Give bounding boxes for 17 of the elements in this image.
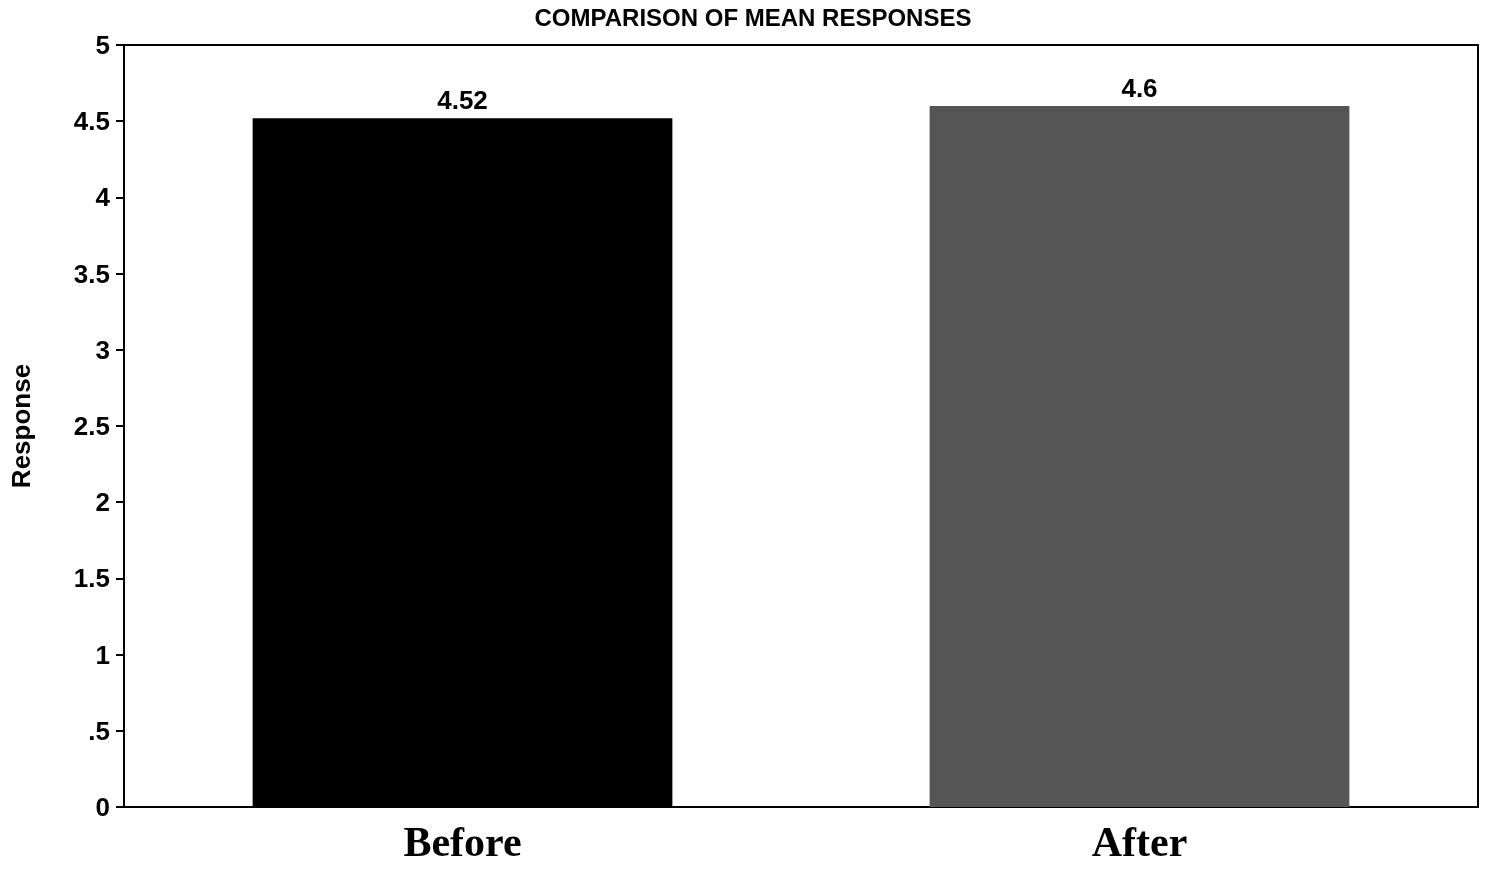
y-tick-label: 1.5	[73, 563, 110, 594]
data-label: 4.52	[437, 85, 488, 116]
y-tick-label: 4	[95, 182, 111, 213]
y-tick-label: 1	[95, 639, 110, 670]
y-tick-label: 2.5	[73, 411, 110, 441]
y-tick-label: 5	[95, 30, 110, 60]
y-tick-label: 0	[95, 792, 110, 822]
y-axis-title: Response	[6, 363, 36, 489]
x-tick-label: After	[1091, 819, 1188, 865]
x-tick-label: Before	[403, 819, 522, 865]
chart-title: COMPARISON OF MEAN RESPONSES	[534, 3, 972, 31]
y-tick-label: 4.5	[73, 106, 110, 137]
y-tick-label: .5	[88, 715, 110, 746]
data-label: 4.6	[1121, 72, 1158, 103]
y-tick-label: 3.5	[73, 258, 110, 289]
y-tick-label: 3	[95, 334, 110, 365]
y-tick-label: 2	[95, 487, 110, 518]
